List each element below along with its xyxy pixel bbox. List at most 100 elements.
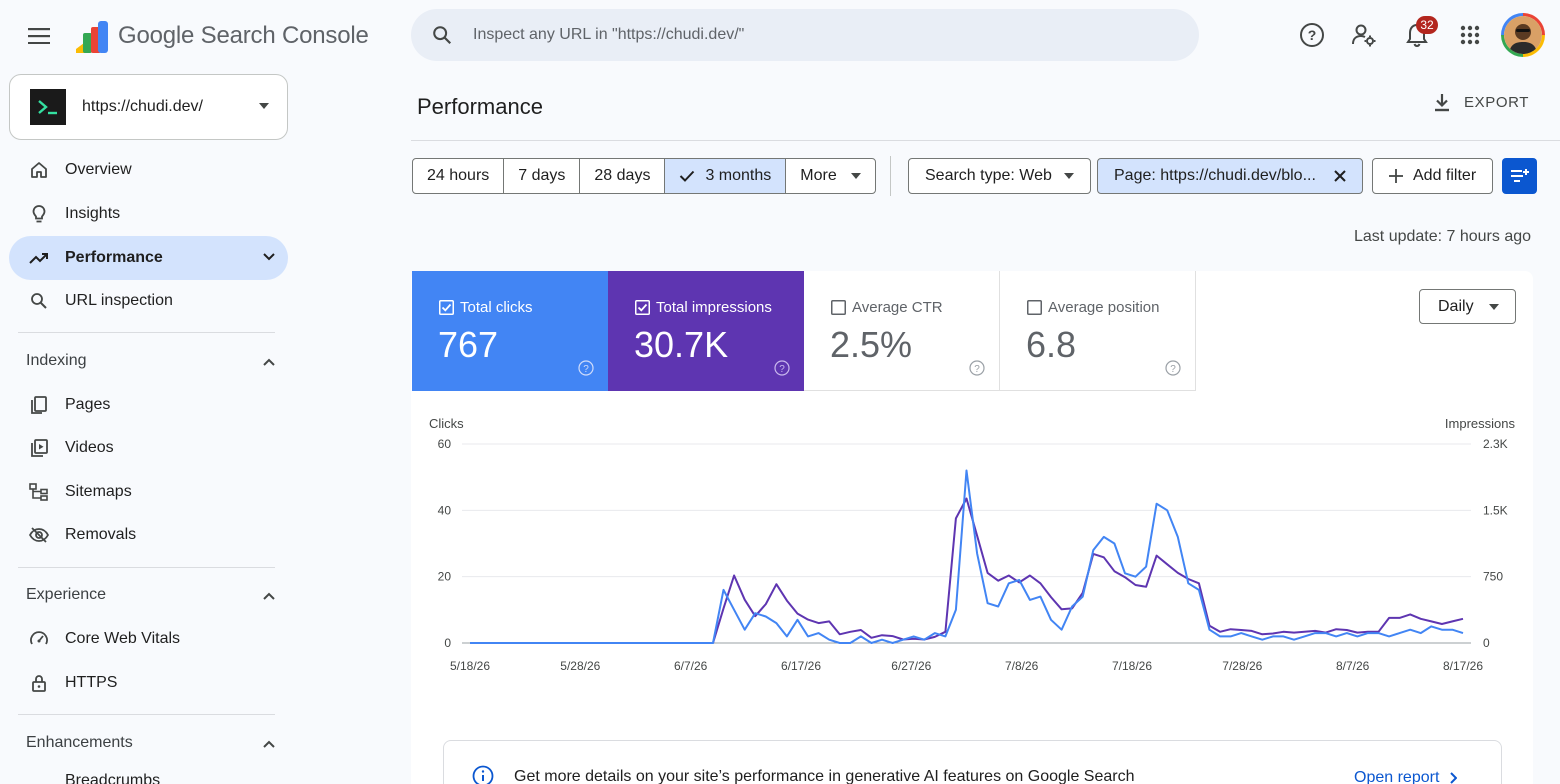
trending-up-icon <box>29 253 48 264</box>
range-3-months[interactable]: 3 months <box>665 159 787 193</box>
range-more[interactable]: More <box>786 159 874 193</box>
filter-separator <box>890 156 891 196</box>
sidebar-item-label: Pages <box>65 396 111 413</box>
pages-icon <box>31 396 47 414</box>
sidebar-section-enhancements[interactable]: Enhancements <box>26 728 282 758</box>
sidebar-divider <box>18 714 275 715</box>
y-tick-label: 60 <box>438 437 452 451</box>
metric-value: 2.5% <box>830 324 913 365</box>
lightbulb-icon <box>32 205 46 223</box>
series-line-clicks <box>470 469 1464 644</box>
sidebar-item-label: Sitemaps <box>65 483 132 500</box>
range-label: 24 hours <box>427 167 490 184</box>
apps-grid-icon <box>1460 25 1480 45</box>
sidebar-item-videos[interactable]: Videos <box>9 426 288 470</box>
sidebar-item-label: Breadcrumbs <box>65 772 161 784</box>
svg-text:?: ? <box>974 364 980 375</box>
sidebar-item-breadcrumbs[interactable]: Breadcrumbs <box>9 764 288 784</box>
sidebar-item-label: Insights <box>65 205 121 222</box>
metric-total-impressions[interactable]: Total impressions 30.7K ? <box>608 271 804 391</box>
notifications-button[interactable]: 32 <box>1396 14 1438 56</box>
metric-value: 6.8 <box>1026 324 1077 365</box>
account-avatar[interactable] <box>1501 13 1545 57</box>
sidebar-item-overview[interactable]: Overview <box>9 148 288 192</box>
interval-dropdown[interactable]: Daily <box>1419 289 1516 324</box>
search-type-chip[interactable]: Search type: Web <box>908 158 1091 194</box>
page-filter-chip[interactable]: Page: https://chudi.dev/blo... <box>1097 158 1363 194</box>
account-settings-button[interactable] <box>1343 14 1385 56</box>
property-favicon <box>30 89 66 125</box>
sidebar-item-sitemaps[interactable]: Sitemaps <box>9 470 288 514</box>
y-tick-label: 20 <box>438 570 452 584</box>
main-menu-button[interactable] <box>18 15 60 57</box>
person-settings-icon <box>1352 24 1376 47</box>
y-tick-label: 0 <box>444 636 451 650</box>
info-icon <box>472 765 494 784</box>
svg-text:?: ? <box>1170 364 1176 375</box>
y-axis-label-clicks: Clicks <box>429 416 464 431</box>
performance-chart[interactable]: Clicks Impressions 0 0 20 750 40 1.5K 60 2.3K 5… <box>411 400 1533 690</box>
section-title: Experience <box>26 586 107 603</box>
url-inspection-search[interactable] <box>411 9 1199 61</box>
sidebar-item-insights[interactable]: Insights <box>9 192 288 236</box>
range-label: 7 days <box>518 167 566 184</box>
checkbox-unchecked-icon <box>831 300 846 315</box>
x-tick-label: 6/7/26 <box>674 659 708 673</box>
chart-series <box>470 469 1464 644</box>
advanced-filter-button[interactable] <box>1502 158 1537 194</box>
checkbox-checked-icon <box>439 300 454 315</box>
help-outline-icon[interactable]: ? <box>969 360 985 376</box>
date-range-selector: 24 hours 7 days 28 days 3 months More <box>412 158 876 194</box>
range-label: More <box>800 167 837 184</box>
metric-average-ctr[interactable]: Average CTR 2.5% ? <box>804 271 1000 391</box>
sidebar-item-pages[interactable]: Pages <box>9 383 288 427</box>
sidebar-item-https[interactable]: HTTPS <box>9 661 288 705</box>
caret-down-icon <box>259 103 269 109</box>
google-apps-button[interactable] <box>1449 14 1491 56</box>
help-outline-icon[interactable]: ? <box>1165 360 1181 376</box>
x-tick-label: 7/28/26 <box>1222 659 1262 673</box>
range-24-hours[interactable]: 24 hours <box>413 159 505 193</box>
close-icon[interactable] <box>1334 170 1346 182</box>
sidebar-section-indexing[interactable]: Indexing <box>26 346 282 376</box>
chart-y-ticks: 0 0 20 750 40 1.5K 60 2.3K <box>438 437 1508 650</box>
sidebar-item-label: HTTPS <box>65 674 118 691</box>
sidebar-item-core-web-vitals[interactable]: Core Web Vitals <box>9 617 288 661</box>
sidebar-item-performance[interactable]: Performance <box>9 236 288 280</box>
open-report-link[interactable]: Open report <box>1354 769 1458 784</box>
y-tick-label: 40 <box>438 503 452 517</box>
help-outline-icon[interactable]: ? <box>578 360 594 376</box>
metric-label: Average position <box>1048 299 1160 316</box>
metric-value: 767 <box>438 324 499 365</box>
help-outline-icon[interactable]: ? <box>774 360 790 376</box>
sidebar-item-removals[interactable]: Removals <box>9 513 288 557</box>
sidebar-section-experience[interactable]: Experience <box>26 580 282 610</box>
sidebar-item-url-inspection[interactable]: URL inspection <box>9 279 288 323</box>
metric-value: 30.7K <box>634 324 729 365</box>
search-console-logo[interactable]: Google Search Console <box>74 19 369 53</box>
x-tick-label: 7/8/26 <box>1005 659 1039 673</box>
chart-x-ticks: 5/18/26 5/28/26 6/7/26 6/17/26 6/27/26 7/8/26… <box>450 659 1483 673</box>
open-report-label: Open report <box>1354 769 1440 784</box>
metric-total-clicks[interactable]: Total clicks 767 ? <box>412 271 608 391</box>
search-icon <box>433 26 452 45</box>
add-filter-button[interactable]: Add filter <box>1372 158 1494 194</box>
avatar-person-icon <box>1504 16 1542 54</box>
help-button[interactable]: ? <box>1291 14 1333 56</box>
svg-text:?: ? <box>583 364 589 375</box>
terminal-icon <box>38 100 57 115</box>
y2-tick-label: 750 <box>1483 570 1503 584</box>
lock-icon <box>32 675 46 692</box>
export-button[interactable]: EXPORT <box>1432 92 1529 112</box>
title-divider <box>411 140 1560 141</box>
chevron-right-icon <box>1450 772 1458 784</box>
range-label: 28 days <box>594 167 651 184</box>
range-28-days[interactable]: 28 days <box>580 159 666 193</box>
sidebar: https://chudi.dev/ <box>0 70 300 784</box>
property-selector[interactable]: https://chudi.dev/ <box>9 74 288 140</box>
sitemap-icon <box>29 483 48 501</box>
range-7-days[interactable]: 7 days <box>504 159 581 193</box>
url-inspect-input[interactable] <box>473 26 1153 44</box>
chevron-up-icon <box>263 358 275 366</box>
metric-average-position[interactable]: Average position 6.8 ? <box>1000 271 1196 391</box>
